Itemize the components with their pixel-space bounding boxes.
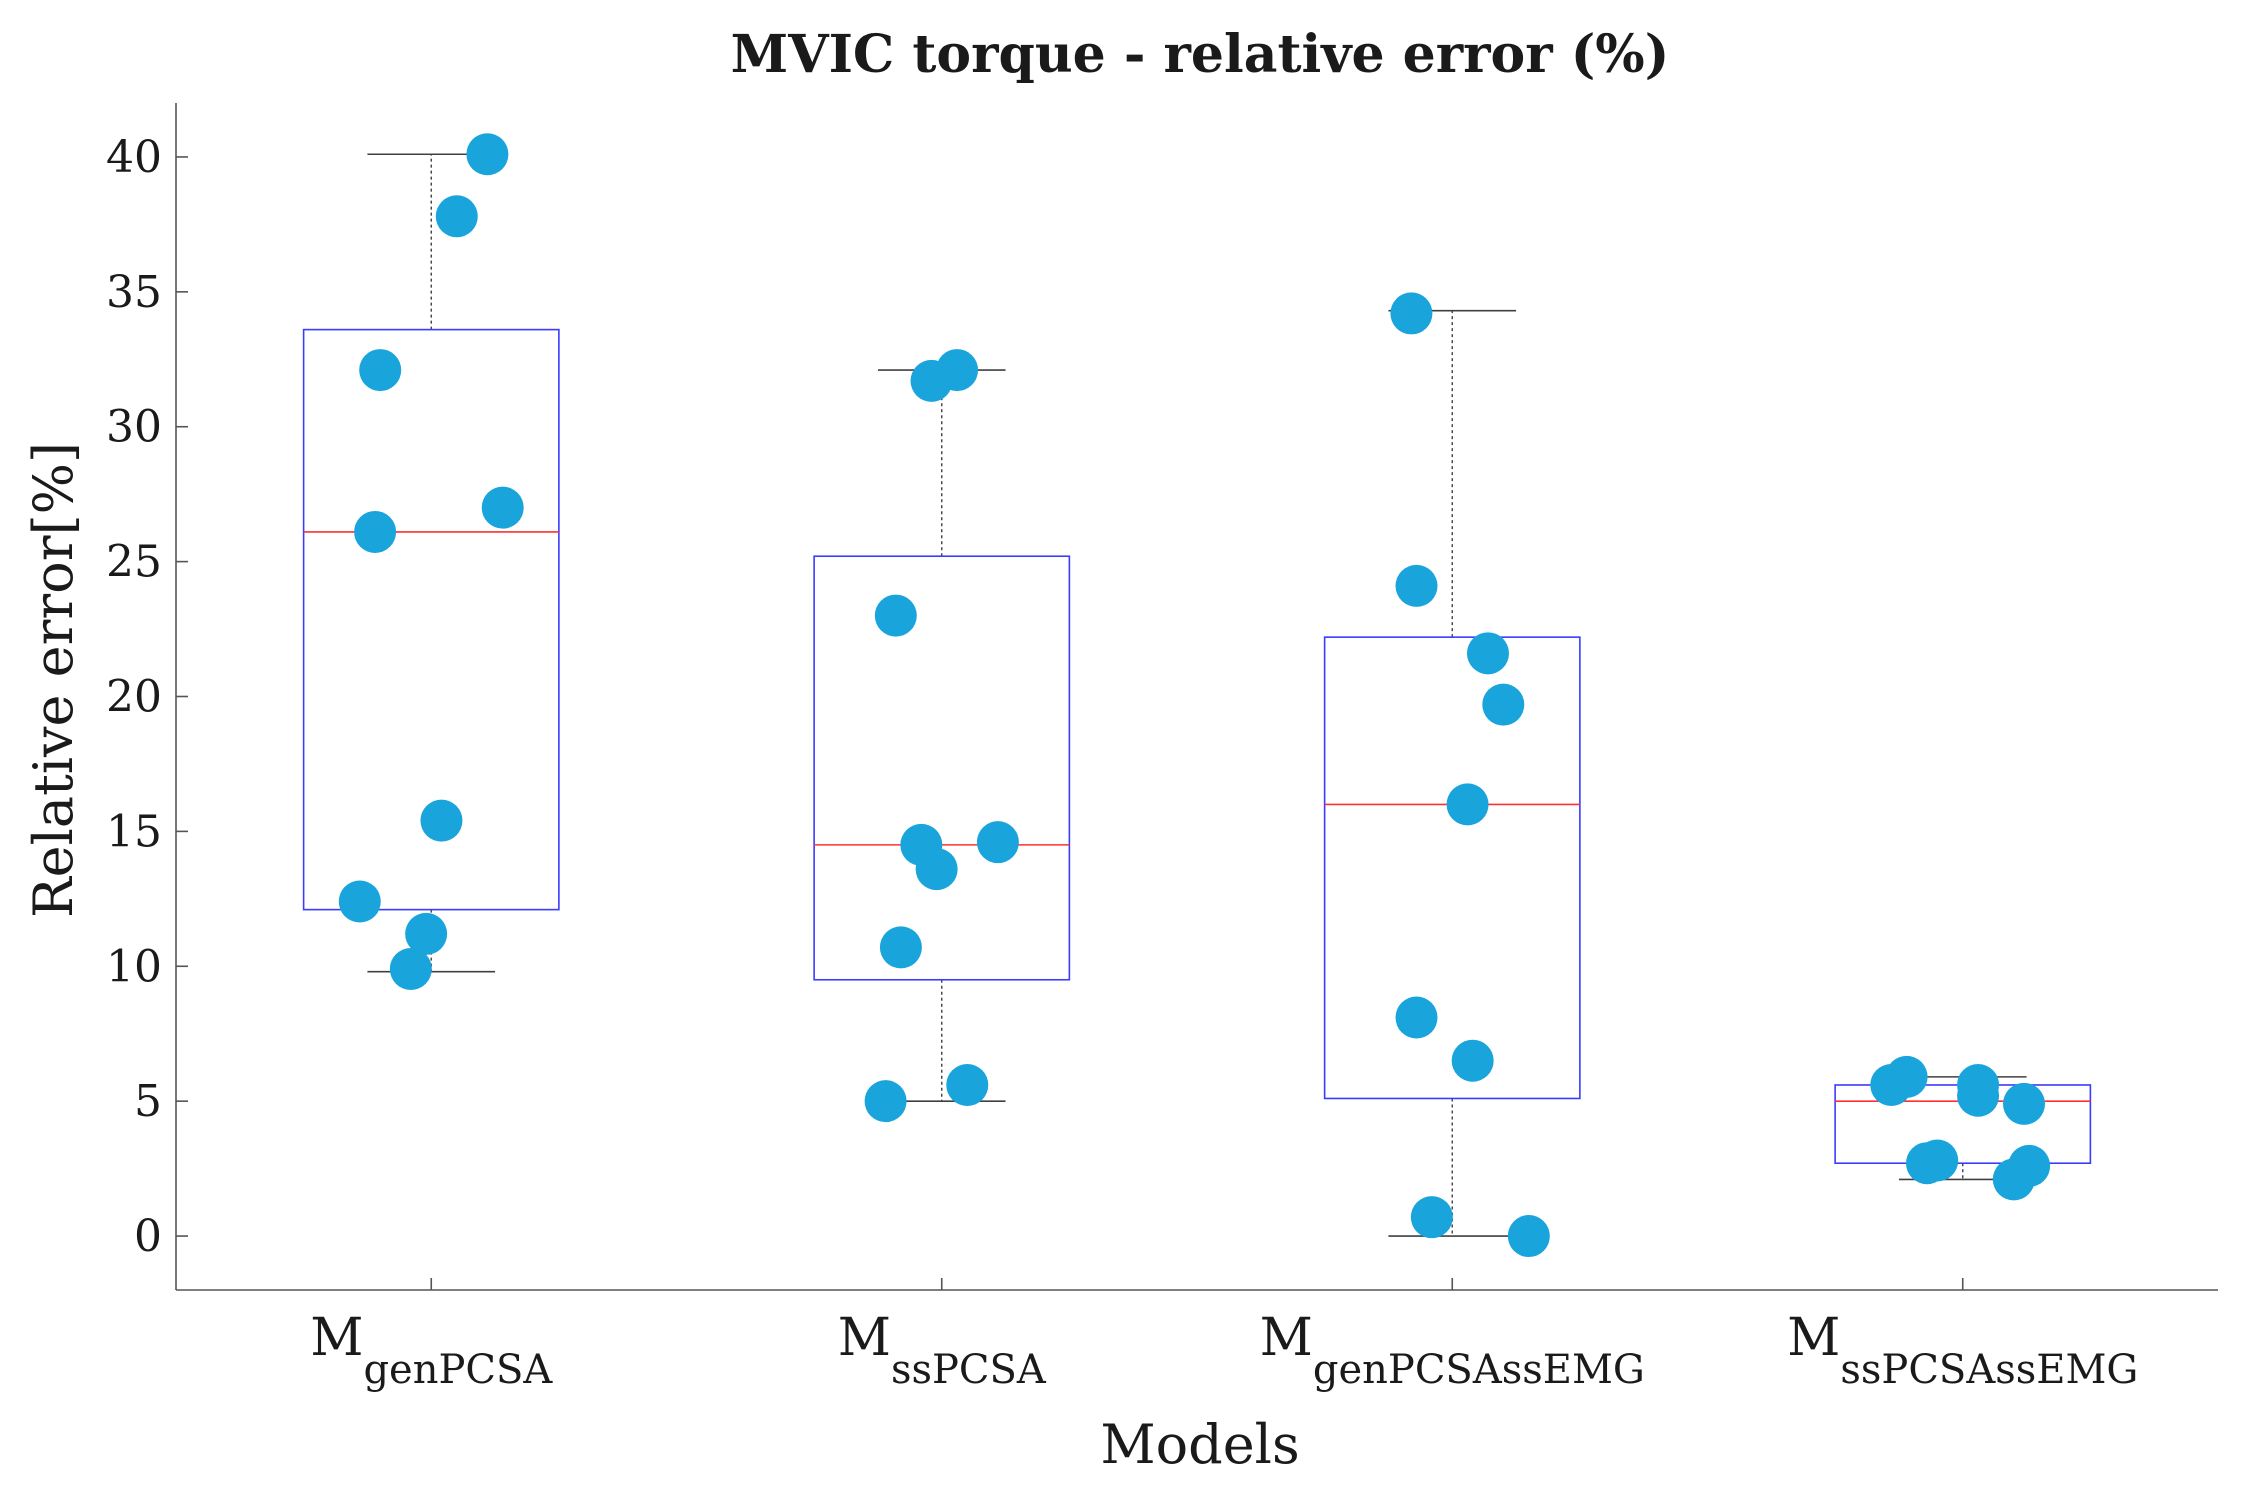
- data-point: [1957, 1074, 2000, 1117]
- data-point: [354, 510, 397, 553]
- data-point: [1482, 683, 1525, 726]
- x-tick-label: MgenPCSA: [310, 1308, 553, 1393]
- box-iqr: [302, 328, 560, 911]
- data-point: [420, 799, 463, 842]
- x-tick-label: MssPCSAssEMG: [1787, 1308, 2138, 1393]
- x-tick-label-subscript: genPCSAssEMG: [1313, 1347, 1645, 1393]
- chart-title: MVIC torque - relative error (%): [731, 24, 1670, 85]
- x-tick-label-subscript: ssPCSAssEMG: [1840, 1347, 2138, 1393]
- x-tick-label-main: M: [838, 1308, 891, 1368]
- data-point: [1992, 1158, 2035, 1201]
- y-tick-label: 5: [134, 1076, 162, 1127]
- data-point: [1446, 783, 1489, 826]
- x-tick-label: MssPCSA: [838, 1308, 1047, 1393]
- y-tick-label: 0: [134, 1211, 162, 1262]
- y-tick-label: 40: [106, 132, 162, 183]
- y-tick-label: 15: [106, 806, 162, 857]
- data-point: [1395, 564, 1438, 607]
- box-iqr: [1323, 636, 1581, 1100]
- data-point: [1390, 292, 1433, 335]
- x-axis-label: Models: [1100, 1413, 1299, 1476]
- data-point: [1466, 632, 1509, 675]
- data-point: [946, 1063, 989, 1106]
- data-point: [435, 195, 478, 238]
- data-point: [405, 912, 448, 955]
- data-point: [879, 926, 922, 969]
- data-point: [1870, 1063, 1913, 1106]
- plot-area: 0510152025303540MgenPCSAMssPCSAMgenPCSAs…: [106, 103, 2218, 1393]
- y-axis-label: Relative error[%]: [22, 442, 85, 918]
- y-tick-label: 20: [106, 672, 162, 723]
- x-tick-label-main: M: [1260, 1308, 1313, 1368]
- data-point: [874, 594, 917, 637]
- data-point: [466, 133, 509, 176]
- y-tick-label: 35: [106, 267, 162, 318]
- data-point: [2003, 1082, 2046, 1125]
- data-point: [389, 947, 432, 990]
- data-point: [1395, 996, 1438, 1039]
- data-point: [864, 1080, 907, 1123]
- x-tick-label-main: M: [310, 1308, 363, 1368]
- data-point: [1410, 1196, 1453, 1239]
- data-point: [359, 349, 402, 392]
- data-point: [915, 848, 958, 891]
- data-point: [1507, 1215, 1550, 1258]
- data-point: [481, 486, 524, 529]
- box-iqr: [813, 555, 1071, 981]
- x-tick-label-subscript: ssPCSA: [891, 1347, 1047, 1393]
- y-tick-label: 30: [106, 402, 162, 453]
- data-point: [976, 821, 1019, 864]
- data-point: [338, 880, 381, 923]
- x-tick-label: MgenPCSAssEMG: [1260, 1308, 1645, 1393]
- data-point: [1906, 1142, 1949, 1185]
- data-point: [910, 359, 953, 402]
- y-tick-label: 25: [106, 537, 162, 588]
- data-point: [1451, 1039, 1494, 1082]
- x-tick-label-subscript: genPCSA: [363, 1347, 553, 1393]
- x-tick-label-main: M: [1787, 1308, 1840, 1368]
- y-tick-label: 10: [106, 941, 162, 992]
